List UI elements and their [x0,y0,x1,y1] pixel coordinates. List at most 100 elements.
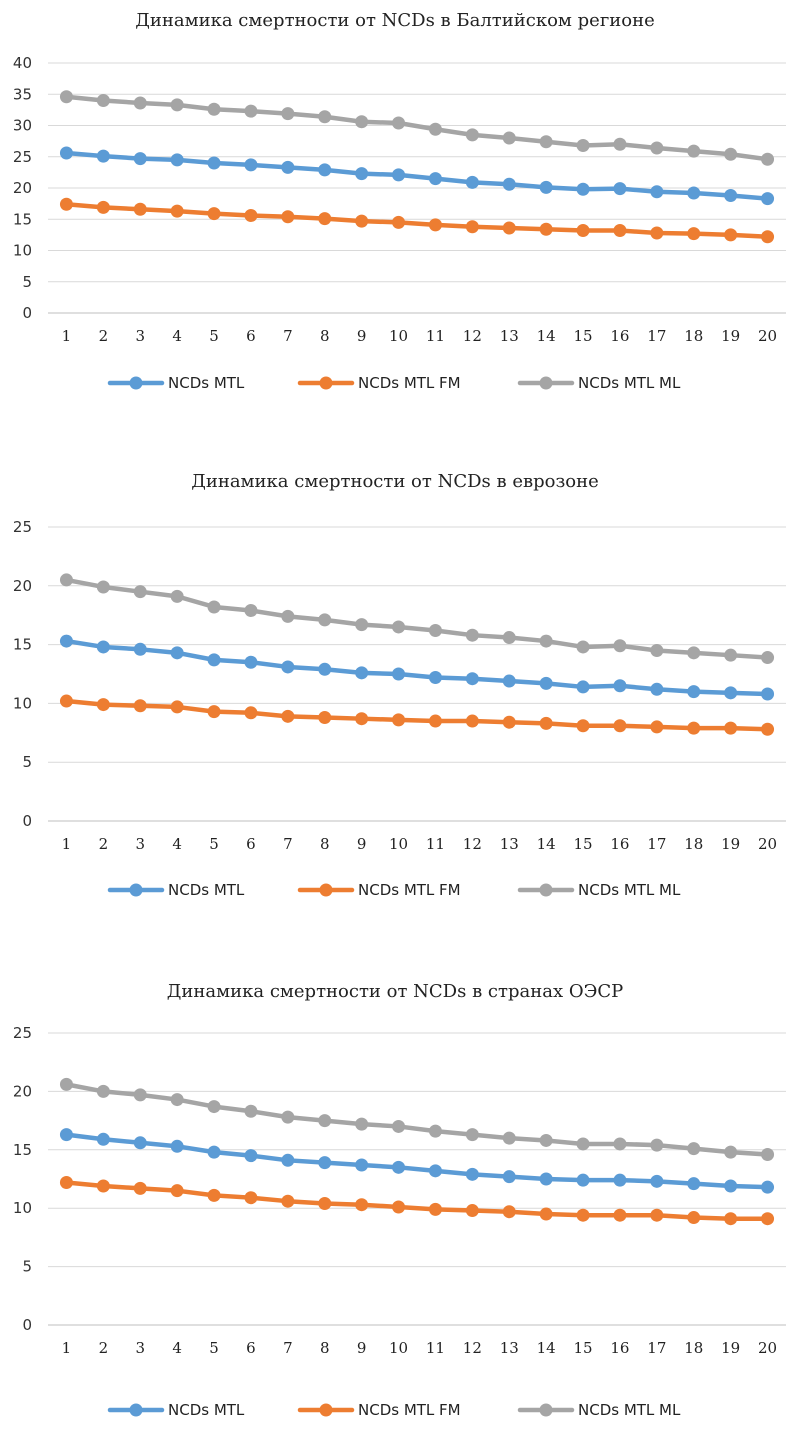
data-point [281,1110,295,1124]
data-point [613,639,627,653]
data-point [650,1208,664,1222]
x-tick-label: 4 [172,1339,182,1357]
y-tick-label: 10 [13,1199,32,1217]
data-point [392,667,406,681]
data-point [133,1181,147,1195]
data-point [687,1211,701,1225]
data-point [428,671,442,685]
data-point [428,1124,442,1138]
data-point [133,585,147,599]
data-point [724,147,738,161]
data-point [613,182,627,196]
chart-title: Динамика смертности от NCDs в еврозоне [191,471,599,492]
data-point [244,209,258,222]
data-point [613,224,627,237]
legend-marker [319,1403,333,1417]
x-tick-label: 15 [574,835,593,853]
data-point [502,631,516,645]
x-tick-label: 9 [357,835,367,853]
data-point [465,1204,479,1218]
x-tick-label: 18 [684,1339,703,1357]
data-point [428,623,442,637]
data-point [724,189,738,202]
x-tick-label: 12 [463,327,482,345]
data-point [465,714,479,728]
x-tick-label: 11 [426,327,445,345]
data-point [133,642,147,656]
data-point [724,1179,738,1193]
chart-baltic: Динамика смертности от NCDs в Балтийском… [0,0,790,420]
x-tick-label: 8 [320,327,330,345]
x-tick-label: 16 [610,1339,629,1357]
x-tick-label: 20 [758,1339,777,1357]
y-tick-label: 40 [13,54,32,72]
x-tick-label: 3 [135,327,145,345]
y-tick-label: 10 [13,694,32,712]
x-tick-label: 13 [500,327,519,345]
x-tick-label: 19 [721,327,740,345]
data-point [133,1088,147,1102]
x-tick-label: 16 [610,327,629,345]
x-tick-label: 1 [62,1339,72,1357]
x-tick-label: 12 [463,1339,482,1357]
data-point [687,1142,701,1156]
data-point [539,1207,553,1221]
data-point [539,1133,553,1147]
chart-svg: Динамика смертности от NCDs в еврозоне 0 5… [13,471,786,899]
data-point [539,222,553,236]
x-tick-label: 20 [758,835,777,853]
legend-label: NCDs MTL ML [578,1401,681,1419]
chart-title: Динамика смертности от NCDs в странах ОЭ… [167,981,623,1002]
x-tick-label: 2 [99,327,109,345]
x-tick-label: 7 [283,327,293,345]
data-point [133,96,147,110]
data-point [170,1093,184,1107]
data-point [428,1164,442,1178]
x-tick-label: 13 [500,835,519,853]
data-point [133,699,147,713]
x-tick-label: 16 [610,835,629,853]
data-point [724,1212,738,1226]
data-point [613,679,627,693]
data-point [428,714,442,728]
data-point [59,694,73,708]
data-point [59,90,73,104]
data-point [650,141,664,155]
data-point [244,104,258,118]
data-point [281,160,295,174]
y-tick-label: 15 [13,210,32,228]
data-point [761,230,775,244]
y-tick-label: 5 [22,273,32,291]
data-point [170,1139,184,1153]
data-point [502,131,516,145]
x-tick-label: 18 [684,327,703,345]
data-point [207,156,221,170]
data-point [170,589,184,603]
legend-marker [319,883,333,897]
data-point [170,700,184,714]
data-point [96,94,110,107]
data-point [613,137,627,151]
data-point [576,139,590,152]
data-point [761,1180,775,1194]
y-tick-label: 20 [13,1082,32,1100]
data-point [428,122,442,136]
x-tick-label: 11 [426,1339,445,1357]
data-point [244,158,258,172]
data-point [133,152,147,166]
legend-marker [539,376,553,390]
x-tick-label: 2 [99,835,109,853]
data-point [318,613,332,627]
x-tick-label: 5 [209,1339,219,1357]
data-point [96,1179,110,1193]
data-point [502,715,516,729]
data-point [539,135,553,149]
data-point [687,227,701,241]
data-point [207,705,221,719]
data-point [207,600,221,614]
data-point [59,1176,73,1190]
data-point [281,210,295,224]
legend-marker [129,1403,143,1417]
x-tick-label: 6 [246,1339,256,1357]
chart-title: Динамика смертности от NCDs в Балтийском… [135,10,654,31]
